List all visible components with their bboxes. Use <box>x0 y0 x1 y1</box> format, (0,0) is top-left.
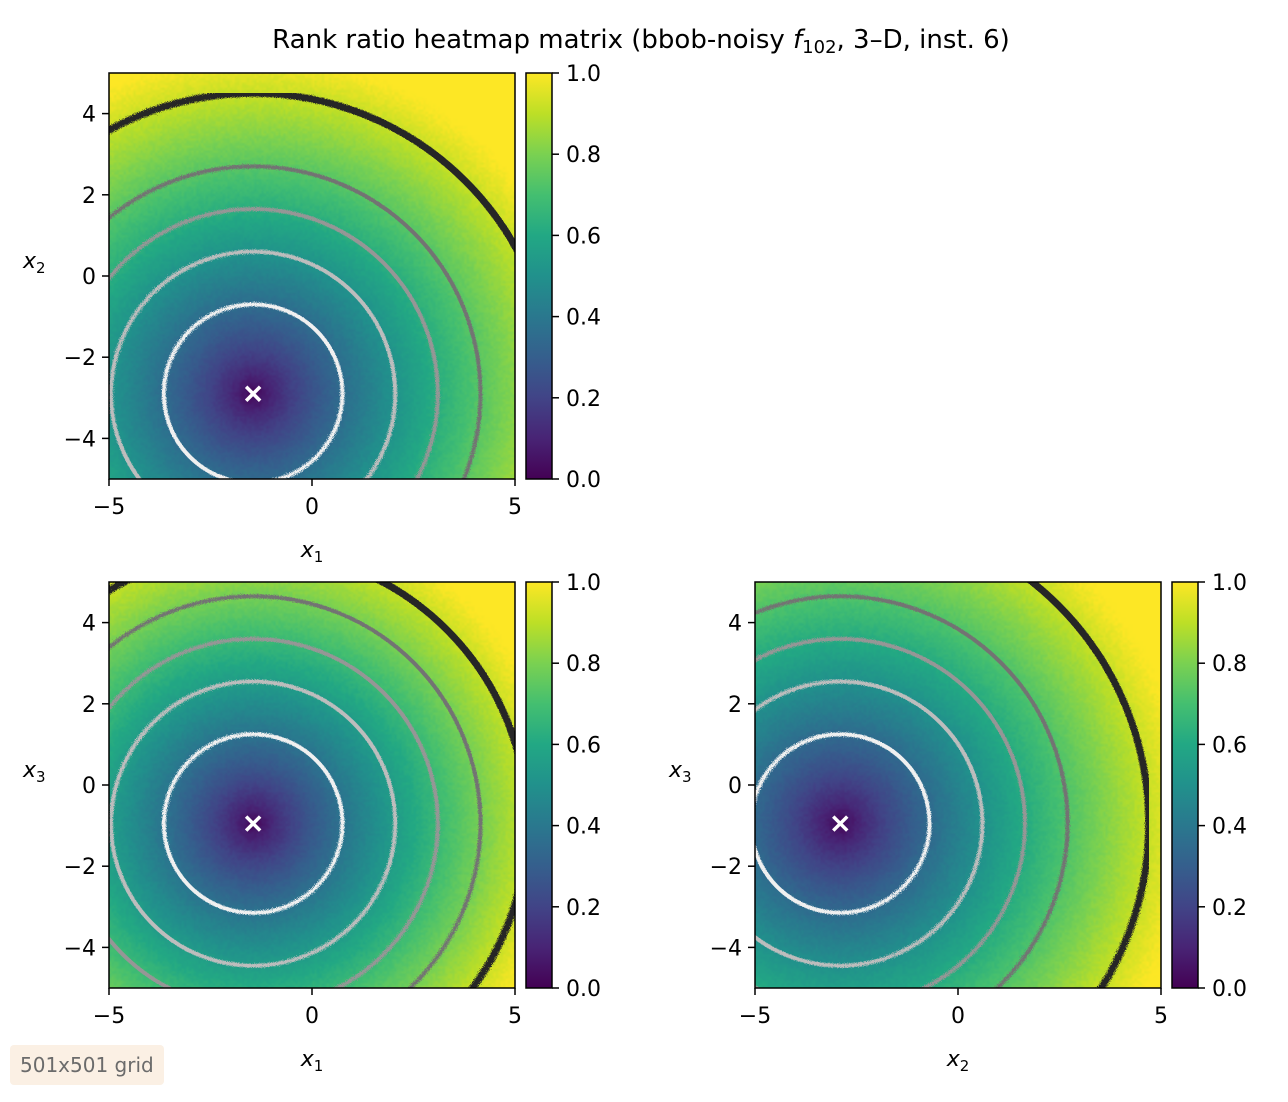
colorbar-tick-label: 1.0 <box>1212 571 1247 596</box>
colorbar-tick-label: 0.6 <box>1212 733 1247 758</box>
y-tick-label: 0 <box>82 774 96 799</box>
x-tick-label: −5 <box>93 495 125 520</box>
colorbar-tick-label: 0.8 <box>1212 652 1247 677</box>
panel-x2-x3: −5 0 5 −4 −2 0 2 4 x2 x3 0.0 0.2 0.4 0.6 0.8 1.0 <box>532 515 1247 1102</box>
y-axis-label: x2 <box>22 249 46 277</box>
y-axis-label: x3 <box>22 758 46 786</box>
x-tick-label: 5 <box>508 1004 522 1029</box>
colorbar-tick-label: 0.2 <box>566 387 601 412</box>
figure-title: Rank ratio heatmap matrix (bbob-noisy f1… <box>272 25 1010 58</box>
x-tick-label: 5 <box>1154 1004 1168 1029</box>
y-tick-label: −2 <box>64 855 96 880</box>
colorbar-tick-label: 0.0 <box>566 977 601 1002</box>
heatmap-image <box>755 582 1161 988</box>
y-tick-label: −2 <box>710 855 742 880</box>
y-axis-label: x3 <box>668 758 692 786</box>
heatmap-panels: −5 0 5−4−2024x1x20.00.20.40.60.81.0−5 0 5−4−… <box>0 62 1247 1102</box>
y-tick-label: 4 <box>82 612 96 637</box>
colorbar: 0.0 0.2 0.4 0.6 0.8 1.0 <box>1172 571 1247 1002</box>
y-tick-label: 4 <box>82 103 96 128</box>
colorbar-tick-label: 0.4 <box>1212 815 1247 840</box>
heatmap-image <box>109 73 515 479</box>
colorbar-tick-label: 0.6 <box>566 224 601 249</box>
y-tick-label: 2 <box>82 693 96 718</box>
y-tick-label: 0 <box>728 774 742 799</box>
colorbar-gradient <box>526 73 552 479</box>
colorbar-tick-label: 0.4 <box>566 306 601 331</box>
colorbar-tick-label: 0.8 <box>566 652 601 677</box>
x-tick-label: 0 <box>305 1004 319 1029</box>
grid-size-badge: 501x501 grid <box>10 1045 164 1085</box>
y-tick-label: −4 <box>64 427 96 452</box>
colorbar-tick-label: 0.6 <box>566 733 601 758</box>
colorbar-tick-label: 0.2 <box>1212 896 1247 921</box>
x-axis-label: x2 <box>946 1047 970 1075</box>
colorbar-tick-label: 1.0 <box>566 571 601 596</box>
y-tick-label: 2 <box>82 184 96 209</box>
x-tick-label: 0 <box>951 1004 965 1029</box>
colorbar-tick-label: 0.4 <box>566 815 601 840</box>
x-axis-label: x1 <box>300 1047 324 1075</box>
colorbar-gradient <box>526 582 552 988</box>
x-tick-label: −5 <box>93 1004 125 1029</box>
colorbar: 0.0 0.2 0.4 0.6 0.8 1.0 <box>526 571 601 1002</box>
colorbar-gradient <box>1172 582 1198 988</box>
colorbar-tick-label: 0.2 <box>566 896 601 921</box>
x-tick-label: 5 <box>508 495 522 520</box>
y-tick-label: 0 <box>82 265 96 290</box>
y-tick-label: 2 <box>728 693 742 718</box>
colorbar-tick-label: 1.0 <box>566 62 601 87</box>
colorbar-tick-label: 0.8 <box>566 143 601 168</box>
colorbar-tick-label: 0.0 <box>566 468 601 493</box>
y-tick-label: −4 <box>64 936 96 961</box>
colorbar: 0.0 0.2 0.4 0.6 0.8 1.0 <box>526 62 601 493</box>
y-tick-label: −2 <box>64 346 96 371</box>
x-tick-label: −5 <box>739 1004 771 1029</box>
x-tick-label: 0 <box>305 495 319 520</box>
y-tick-label: 4 <box>728 612 742 637</box>
x-axis-label: x1 <box>300 538 324 566</box>
colorbar-tick-label: 0.0 <box>1212 977 1247 1002</box>
y-tick-label: −4 <box>710 936 742 961</box>
panel-x1-x3: −5 0 5 −4 −2 0 2 4 x1 x3 0.0 0.2 0.4 0.6 0.8 1.0 <box>0 550 601 1098</box>
